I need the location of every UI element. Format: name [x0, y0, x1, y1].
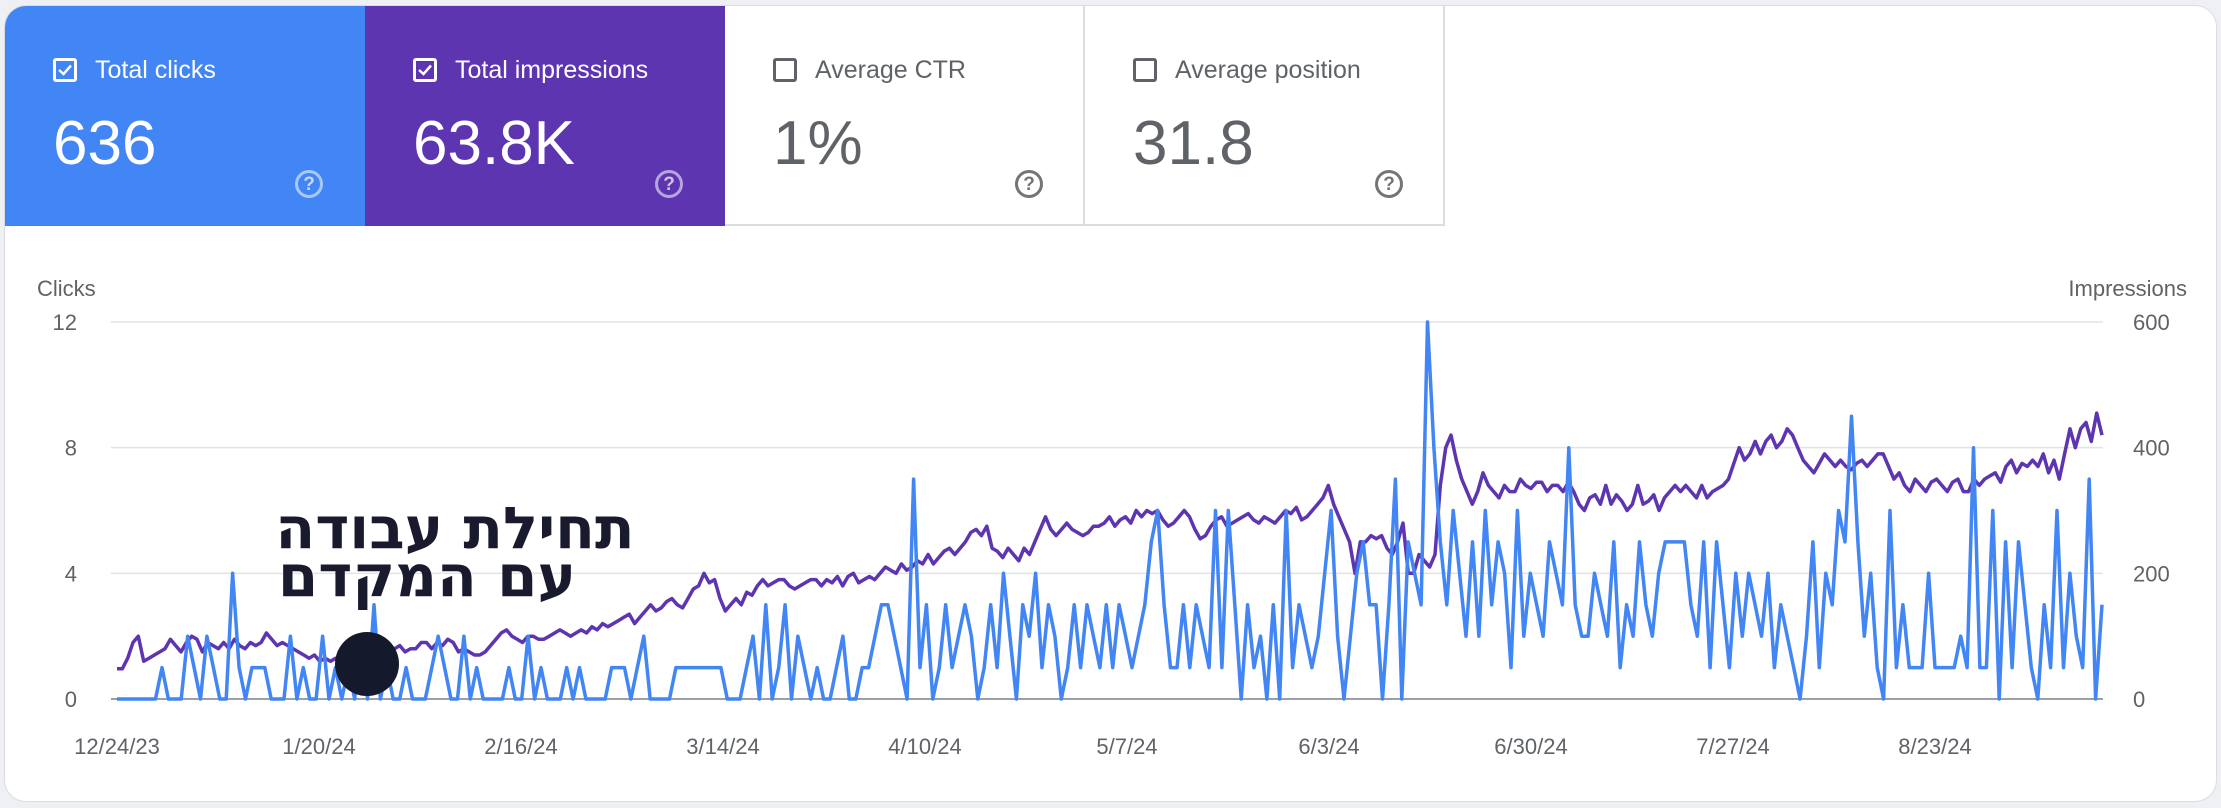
- performance-panel: Total clicks 636 ? Total impressions 63.…: [4, 5, 2217, 802]
- y2-tick-label: 400: [2133, 436, 2170, 461]
- metric-cards: Total clicks 636 ? Total impressions 63.…: [5, 6, 1445, 226]
- x-tick-label: 12/24/23: [74, 734, 160, 759]
- metric-card-average-ctr[interactable]: Average CTR 1% ?: [725, 6, 1085, 226]
- checkbox-checked-icon[interactable]: [53, 58, 77, 82]
- metric-value: 636: [53, 109, 157, 178]
- x-tick-label: 4/10/24: [888, 734, 961, 759]
- x-tick-label: 7/27/24: [1696, 734, 1769, 759]
- metric-card-total-impressions[interactable]: Total impressions 63.8K ?: [365, 6, 725, 226]
- y2-tick-label: 200: [2133, 561, 2170, 586]
- y-axis-label: Clicks: [37, 276, 96, 301]
- help-icon[interactable]: ?: [1375, 170, 1403, 198]
- annotation: תחילת עבודה עם המקדם: [275, 494, 635, 696]
- metric-label: Average position: [1175, 56, 1361, 84]
- help-icon[interactable]: ?: [1015, 170, 1043, 198]
- series-line-clicks: [117, 320, 2104, 701]
- y-tick-label: 4: [65, 561, 77, 586]
- annotation-line-1: תחילת עבודה: [275, 494, 634, 562]
- metric-label: Average CTR: [815, 56, 966, 84]
- metric-value: 63.8K: [413, 109, 576, 178]
- metric-card-average-position[interactable]: Average position 31.8 ?: [1085, 6, 1445, 226]
- x-tick-label: 2/16/24: [484, 734, 557, 759]
- y-tick-label: 0: [65, 687, 77, 712]
- performance-chart: Clicks Impressions 0 0 4 200 8 400 12 600 12/24/…: [37, 276, 2187, 759]
- x-tick-label: 6/3/24: [1298, 734, 1359, 759]
- series-line-impressions: [117, 411, 2104, 671]
- x-tick-label: 1/20/24: [282, 734, 355, 759]
- y2-axis-label: Impressions: [2068, 276, 2187, 301]
- y2-tick-label: 0: [2133, 687, 2145, 712]
- x-tick-label: 5/7/24: [1096, 734, 1157, 759]
- metric-label: Total impressions: [455, 56, 649, 84]
- checkbox-checked-icon[interactable]: [413, 58, 437, 82]
- y2-tick-label: 600: [2133, 310, 2170, 335]
- x-tick-label: 3/14/24: [686, 734, 759, 759]
- annotation-line-2: עם המקדם: [278, 542, 576, 610]
- x-tick-label: 6/30/24: [1494, 734, 1567, 759]
- y-tick-label: 12: [53, 310, 77, 335]
- y-tick-label: 8: [65, 436, 77, 461]
- metric-label: Total clicks: [95, 56, 216, 84]
- metric-value: 31.8: [1133, 109, 1254, 178]
- help-icon[interactable]: ?: [655, 170, 683, 198]
- help-icon[interactable]: ?: [295, 170, 323, 198]
- metric-value: 1%: [773, 109, 863, 178]
- checkbox-unchecked-icon[interactable]: [773, 58, 797, 82]
- checkbox-unchecked-icon[interactable]: [1133, 58, 1157, 82]
- metric-card-total-clicks[interactable]: Total clicks 636 ?: [5, 6, 365, 226]
- annotation-marker: [335, 632, 399, 696]
- x-tick-label: 8/23/24: [1898, 734, 1971, 759]
